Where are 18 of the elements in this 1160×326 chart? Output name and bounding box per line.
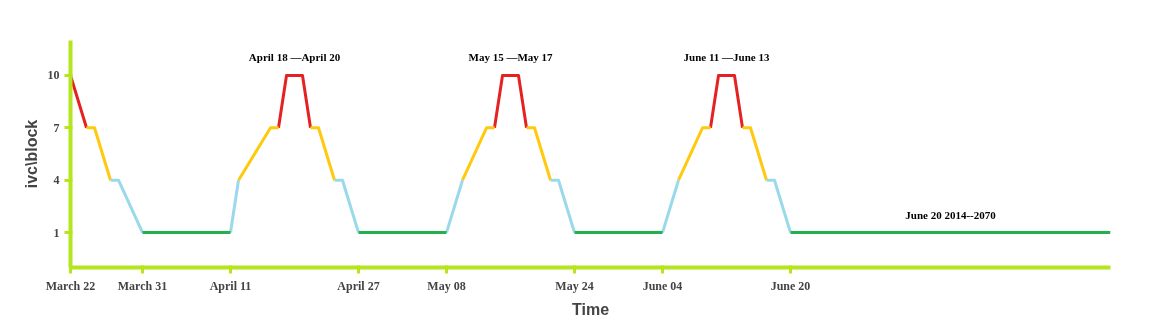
x-tick-label: June 20 xyxy=(770,278,811,293)
x-tick-label: May 08 xyxy=(427,278,466,293)
y-tick-label: 7 xyxy=(53,120,60,135)
x-axis-title: Time xyxy=(571,300,610,318)
y-axis-title: ivc\block xyxy=(22,119,40,189)
x-tick-label: March 31 xyxy=(117,278,168,293)
x-tick-label: April 11 xyxy=(209,278,252,293)
x-tick-label: May 24 xyxy=(555,278,594,293)
annotation: April 18 —April 20 xyxy=(248,51,341,64)
annotation: May 15 —May 17 xyxy=(468,51,554,64)
x-tick-label: April 27 xyxy=(337,278,380,293)
y-tick-label: 4 xyxy=(53,173,60,188)
y-tick-label: 1 xyxy=(53,225,60,240)
annotation: June 20 2014--2070 xyxy=(905,208,997,221)
x-tick-label: March 22 xyxy=(45,278,96,293)
x-tick-label: June 04 xyxy=(642,278,683,293)
annotation: June 11 —June 13 xyxy=(683,51,770,64)
y-tick-label: 10 xyxy=(47,68,60,83)
